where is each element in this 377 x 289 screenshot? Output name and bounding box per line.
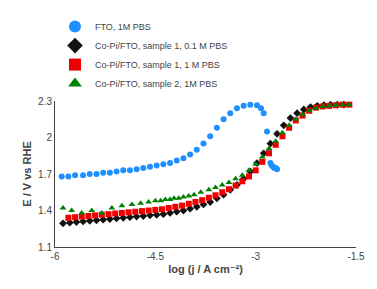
svg-text:2: 2 — [46, 132, 52, 143]
svg-text:-1.5: -1.5 — [347, 251, 365, 262]
svg-text:Co-Pi/FTO, sample 1, 1 M PBS: Co-Pi/FTO, sample 1, 1 M PBS — [95, 60, 220, 70]
svg-text:Co-Pi/FTO, sample 1, 0.1 M PBS: Co-Pi/FTO, sample 1, 0.1 M PBS — [95, 41, 227, 51]
svg-text:1.4: 1.4 — [38, 205, 52, 216]
svg-text:2.3: 2.3 — [38, 96, 52, 107]
svg-text:log (j / A cm⁻²): log (j / A cm⁻²) — [168, 263, 243, 275]
svg-text:1.7: 1.7 — [38, 169, 52, 180]
svg-text:-6: -6 — [51, 251, 60, 262]
svg-text:FTO, 1M PBS: FTO, 1M PBS — [95, 22, 151, 32]
svg-text:E / V vs RHE: E / V vs RHE — [21, 141, 33, 206]
svg-text:-4.5: -4.5 — [147, 251, 165, 262]
svg-text:-3: -3 — [251, 251, 260, 262]
svg-text:Co-Pi/FTO, sample 2, 1M PBS: Co-Pi/FTO, sample 2, 1M PBS — [95, 79, 217, 89]
svg-text:1.1: 1.1 — [38, 242, 52, 253]
